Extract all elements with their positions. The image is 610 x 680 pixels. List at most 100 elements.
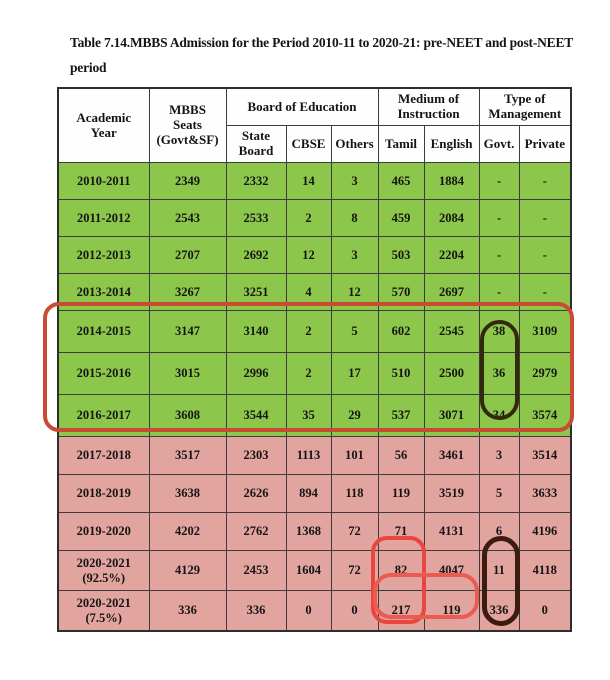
- cell-govt: -: [478, 162, 520, 200]
- cell-academic-year: 2020-2021 (7.5%): [57, 590, 150, 632]
- cell-others: 3: [330, 236, 379, 274]
- table-header: Academic Year MBBS Seats (Govt&SF) Board…: [57, 87, 572, 163]
- cell-state-board: 2626: [225, 474, 287, 513]
- cell-mbbs-seats: 3638: [148, 474, 227, 513]
- cell-academic-year: 2020-2021 (92.5%): [57, 550, 150, 591]
- cell-private: 3514: [518, 436, 572, 475]
- cell-private: -: [518, 236, 572, 274]
- cell-academic-year: 2018-2019: [57, 474, 150, 513]
- cell-others: 5: [330, 310, 379, 353]
- cell-english: 3071: [423, 394, 480, 437]
- cell-private: 3574: [518, 394, 572, 437]
- cell-academic-year: 2016-2017: [57, 394, 150, 437]
- cell-state-board: 3544: [225, 394, 287, 437]
- cell-mbbs-seats: 4129: [148, 550, 227, 591]
- cell-others: 72: [330, 550, 379, 591]
- cell-private: 4118: [518, 550, 572, 591]
- header-state-board: State Board: [225, 125, 287, 163]
- table-row: 2015-2016 3015 2996 2 17 510 2500 36 2979: [57, 352, 572, 395]
- cell-cbse: 4: [285, 273, 332, 311]
- cell-cbse: 2: [285, 352, 332, 395]
- cell-english: 2697: [423, 273, 480, 311]
- cell-cbse: 12: [285, 236, 332, 274]
- cell-cbse: 14: [285, 162, 332, 200]
- cell-govt: 336: [478, 590, 520, 632]
- cell-academic-year: 2010-2011: [57, 162, 150, 200]
- cell-others: 29: [330, 394, 379, 437]
- cell-private: -: [518, 199, 572, 237]
- cell-govt: 6: [478, 512, 520, 551]
- cell-tamil: 510: [377, 352, 425, 395]
- cell-private: 3633: [518, 474, 572, 513]
- cell-english: 4047: [423, 550, 480, 591]
- cell-others: 17: [330, 352, 379, 395]
- cell-english: 119: [423, 590, 480, 632]
- table-row: 2011-2012 2543 2533 2 8 459 2084- -: [57, 199, 572, 237]
- header-others: Others: [330, 125, 379, 163]
- cell-cbse: 2: [285, 199, 332, 237]
- cell-tamil: 56: [377, 436, 425, 475]
- cell-govt: 36: [478, 352, 520, 395]
- cell-cbse: 35: [285, 394, 332, 437]
- cell-govt: -: [478, 199, 520, 237]
- table-row: 2013-2014 3267 3251 4 12 570 2697- -: [57, 273, 572, 311]
- header-mbbs-seats: MBBS Seats (Govt&SF): [148, 87, 227, 163]
- cell-others: 8: [330, 199, 379, 237]
- cell-tamil: 217: [377, 590, 425, 632]
- cell-english: 4131: [423, 512, 480, 551]
- cell-govt: -: [478, 273, 520, 311]
- header-private: Private: [518, 125, 572, 163]
- table-row: 2019-2020 4202 2762 1368 72 71 4131 6 4196: [57, 512, 572, 551]
- cell-state-board: 2453: [225, 550, 287, 591]
- header-english: English: [423, 125, 480, 163]
- cell-state-board: 2996: [225, 352, 287, 395]
- table-row: 2010-2011 2349 2332 14 3 465 1884- -: [57, 162, 572, 200]
- cell-english: 2084: [423, 199, 480, 237]
- cell-academic-year: 2015-2016: [57, 352, 150, 395]
- cell-govt: 34: [478, 394, 520, 437]
- cell-mbbs-seats: 3517: [148, 436, 227, 475]
- table-caption: Table 7.14.MBBS Admission for the Period…: [70, 30, 573, 80]
- cell-english: 2545: [423, 310, 480, 353]
- cell-academic-year: 2012-2013: [57, 236, 150, 274]
- cell-tamil: 82: [377, 550, 425, 591]
- cell-govt: 5: [478, 474, 520, 513]
- cell-private: 2979: [518, 352, 572, 395]
- cell-mbbs-seats: 3015: [148, 352, 227, 395]
- cell-others: 72: [330, 512, 379, 551]
- cell-mbbs-seats: 3267: [148, 273, 227, 311]
- cell-private: 3109: [518, 310, 572, 353]
- cell-english: 3461: [423, 436, 480, 475]
- cell-english: 2204: [423, 236, 480, 274]
- cell-others: 0: [330, 590, 379, 632]
- cell-tamil: 537: [377, 394, 425, 437]
- cell-cbse: 2: [285, 310, 332, 353]
- cell-tamil: 71: [377, 512, 425, 551]
- cell-govt: 38: [478, 310, 520, 353]
- caption-line-1: Table 7.14.MBBS Admission for the Period…: [70, 35, 574, 50]
- cell-others: 12: [330, 273, 379, 311]
- header-medium-of-instruction: Medium of Instruction: [377, 87, 480, 126]
- table-body: 2010-2011 2349 2332 14 3 465 1884- -2011-2012 25…: [57, 162, 572, 632]
- cell-cbse: 1113: [285, 436, 332, 475]
- cell-mbbs-seats: 2543: [148, 199, 227, 237]
- cell-academic-year: 2011-2012: [57, 199, 150, 237]
- cell-private: -: [518, 162, 572, 200]
- header-tamil: Tamil: [377, 125, 425, 163]
- cell-cbse: 894: [285, 474, 332, 513]
- cell-others: 3: [330, 162, 379, 200]
- cell-mbbs-seats: 2349: [148, 162, 227, 200]
- cell-others: 101: [330, 436, 379, 475]
- cell-state-board: 2533: [225, 199, 287, 237]
- cell-mbbs-seats: 336: [148, 590, 227, 632]
- cell-govt: -: [478, 236, 520, 274]
- header-govt: Govt.: [478, 125, 520, 163]
- cell-academic-year: 2017-2018: [57, 436, 150, 475]
- cell-tamil: 602: [377, 310, 425, 353]
- cell-state-board: 3251: [225, 273, 287, 311]
- cell-private: -: [518, 273, 572, 311]
- header-academic-year: Academic Year: [57, 87, 150, 163]
- cell-private: 0: [518, 590, 572, 632]
- cell-cbse: 0: [285, 590, 332, 632]
- cell-others: 118: [330, 474, 379, 513]
